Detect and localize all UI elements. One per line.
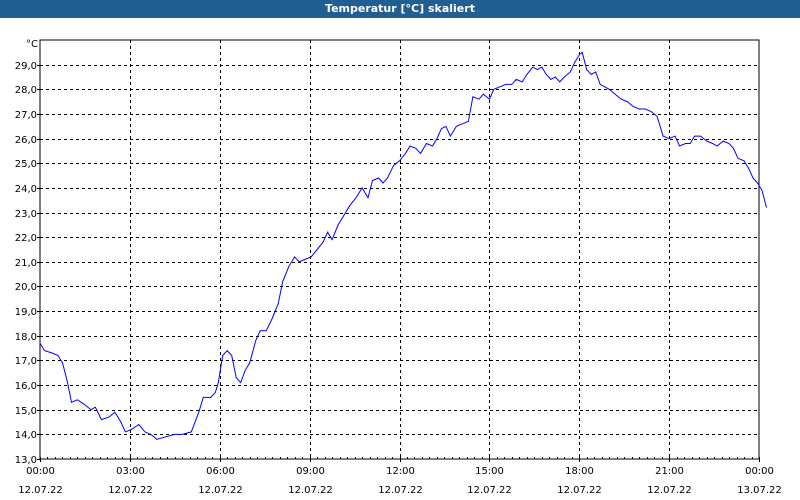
line-chart: 13,0 14,0 15,0 16,0 17,0 18,0 19,0 20,0 21,0 22,0… (15, 39, 782, 496)
y-tick-label: 18,0 (15, 332, 37, 343)
x-tick-label-date: 12.07.22 (467, 485, 512, 496)
y-tick-label: 17,0 (15, 356, 37, 367)
y-tick-label: 15,0 (15, 406, 37, 417)
y-tick-label: 24,0 (15, 184, 37, 195)
y-tick-label: 27,0 (15, 110, 37, 121)
x-tick-label-date: 12.07.22 (18, 485, 63, 496)
y-tick-label: 13,0 (15, 455, 37, 466)
y-tick-label: 20,0 (15, 282, 37, 293)
y-tick-label: 14,0 (15, 430, 37, 441)
x-tick-label-date: 12.07.22 (108, 485, 153, 496)
y-tick-label: 19,0 (15, 307, 37, 318)
x-tick-label-time: 06:00 (206, 466, 235, 477)
x-tick-label-time: 18:00 (565, 466, 594, 477)
x-tick-label-date: 12.07.22 (557, 485, 602, 496)
x-tick-label-time: 21:00 (655, 466, 684, 477)
x-tick-label-time: 12:00 (386, 466, 415, 477)
y-tick-label: 21,0 (15, 258, 37, 269)
x-tick-label-date: 12.07.22 (378, 485, 423, 496)
y-axis-unit-label: °C (26, 39, 38, 50)
x-tick-label-time: 00:00 (26, 466, 55, 477)
x-tick-label-time: 00:00 (745, 466, 774, 477)
x-tick-label-date: 12.07.22 (647, 485, 692, 496)
x-tick-label-time: 03:00 (116, 466, 145, 477)
temperature-series-line (39, 51, 767, 440)
y-tick-label: 25,0 (15, 159, 37, 170)
y-tick-label: 28,0 (15, 85, 37, 96)
x-tick-label-date: 12.07.22 (198, 485, 243, 496)
x-tick-label-date: 13.07.22 (737, 485, 782, 496)
y-tick-label: 26,0 (15, 135, 37, 146)
plot-area (39, 39, 760, 460)
x-tick-label-date: 12.07.22 (288, 485, 333, 496)
y-tick-label: 22,0 (15, 233, 37, 244)
x-tick-label-time: 09:00 (296, 466, 325, 477)
y-tick-label: 16,0 (15, 381, 37, 392)
x-tick-label-time: 15:00 (475, 466, 504, 477)
y-tick-label: 29,0 (15, 61, 37, 72)
chart-title: Temperatur [°C] skaliert (0, 0, 800, 18)
y-tick-label: 23,0 (15, 209, 37, 220)
